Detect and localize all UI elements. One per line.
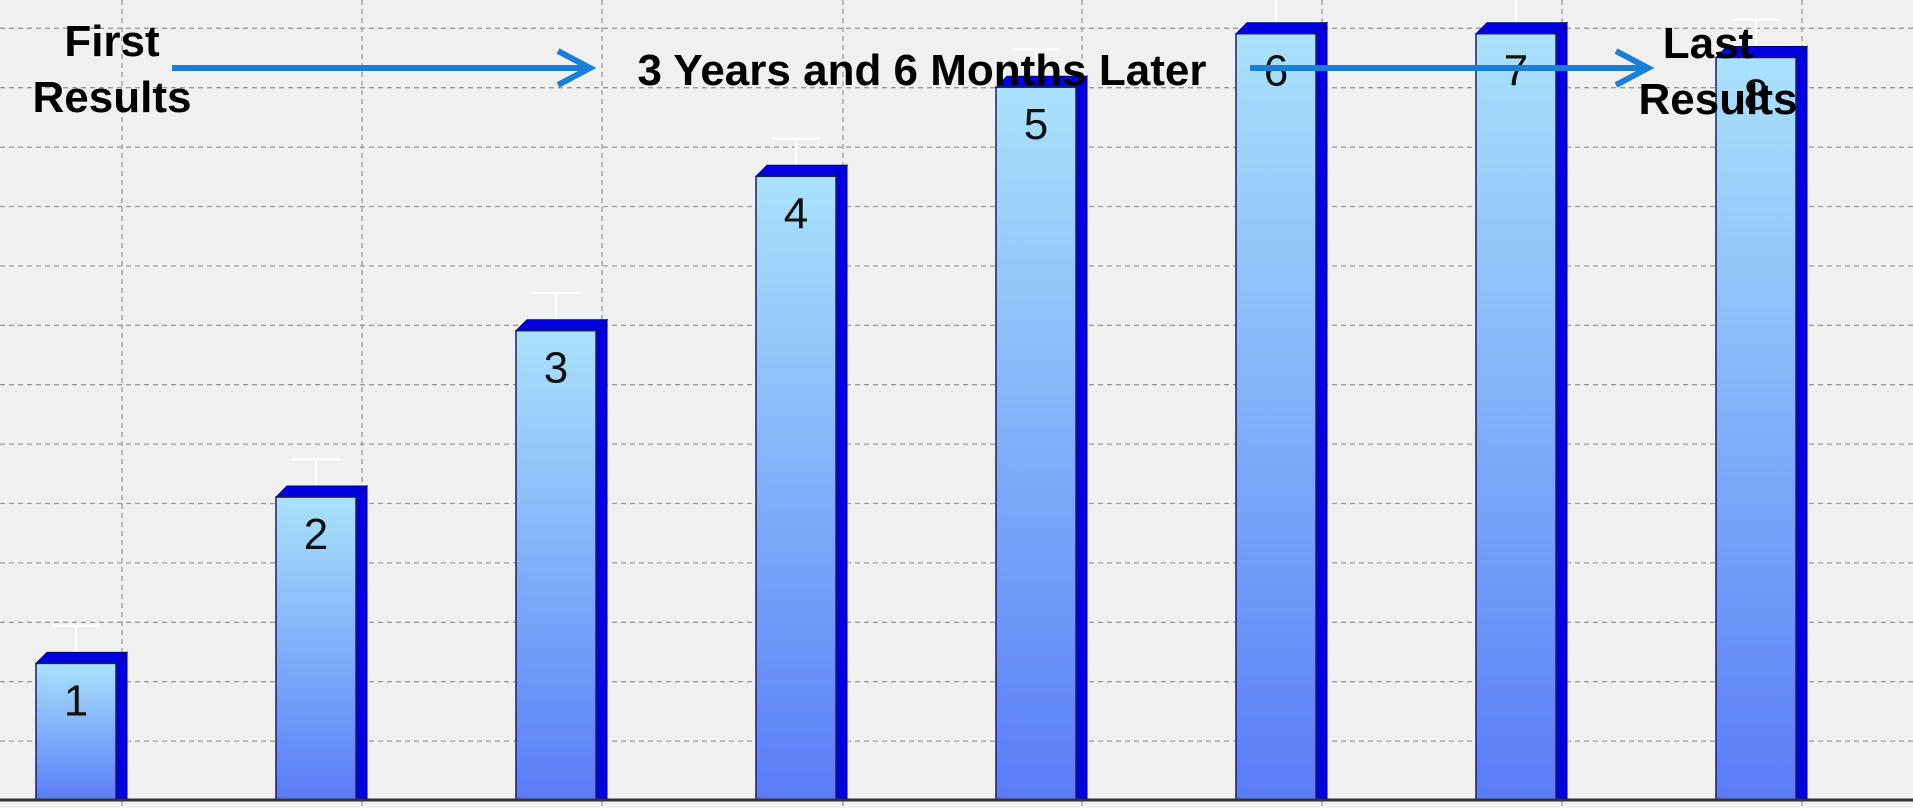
first-results-label-line1: First <box>64 17 160 66</box>
bar-top-face <box>514 319 609 332</box>
annotations: First Results 3 Years and 6 Months Later… <box>33 17 1798 124</box>
last-results-label-line1: Last <box>1663 19 1754 68</box>
bar-group: 3 <box>514 292 609 801</box>
bar <box>515 329 597 801</box>
bar <box>1235 32 1317 801</box>
bar-group: 7 <box>1474 0 1569 801</box>
bar <box>1475 32 1557 801</box>
bar-side-face <box>1795 45 1808 801</box>
bar-top-face <box>754 164 849 177</box>
bar <box>755 175 837 801</box>
bar-label: 8 <box>1744 71 1768 120</box>
bar-side-face <box>115 651 128 801</box>
bar-top-face <box>34 651 129 664</box>
bar-group: 4 <box>754 137 849 801</box>
bar-label: 7 <box>1504 47 1528 96</box>
bar-top-face <box>274 485 369 498</box>
bar-side-face <box>1555 21 1568 801</box>
bar-group: 2 <box>274 458 369 801</box>
bar-top-face <box>1234 22 1329 35</box>
bar-group: 8 <box>1714 18 1809 801</box>
arrow-right-icon <box>1250 48 1655 88</box>
bar-group: 6 <box>1234 0 1329 801</box>
bars: 1 2 3 4 5 6 7 8 <box>34 0 1809 801</box>
bar-label: 2 <box>304 510 328 559</box>
arrow-right-head <box>1614 48 1655 88</box>
bar-label: 3 <box>544 344 568 393</box>
bar-label: 5 <box>1024 100 1048 149</box>
bar-group: 1 <box>34 624 129 801</box>
bar-side-face <box>1075 74 1088 801</box>
bar-side-face <box>595 318 608 801</box>
arrow-left-icon <box>172 48 597 88</box>
bar-side-face <box>835 164 848 801</box>
bar <box>275 496 357 801</box>
bar-side-face <box>355 484 368 801</box>
bar-label: 6 <box>1264 47 1288 96</box>
bar-side-face <box>1315 21 1328 801</box>
bar <box>1715 56 1797 801</box>
time-span-label: 3 Years and 6 Months Later <box>638 46 1207 95</box>
bar <box>995 86 1077 801</box>
last-results-label-line2: Results <box>1639 75 1798 124</box>
first-results-label-line2: Results <box>33 73 192 122</box>
arrow-left-head <box>556 48 597 88</box>
bar-label: 1 <box>64 676 88 725</box>
bar-label: 4 <box>784 189 808 238</box>
bar-group: 5 <box>994 48 1089 801</box>
bar-top-face <box>1474 22 1569 35</box>
